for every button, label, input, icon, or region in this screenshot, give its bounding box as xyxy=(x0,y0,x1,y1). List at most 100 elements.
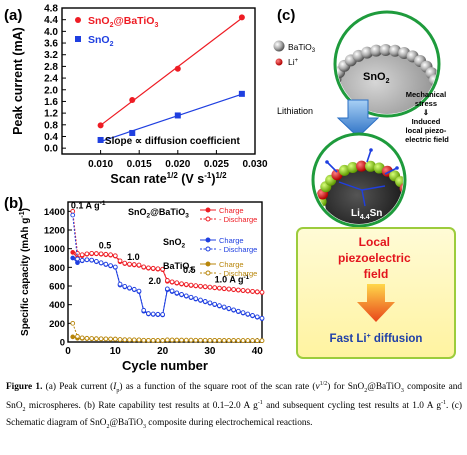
data-point xyxy=(254,289,260,295)
data-point xyxy=(254,338,260,343)
data-point xyxy=(259,315,265,321)
x-tick-label: 0.020 xyxy=(165,159,190,170)
data-point xyxy=(174,337,180,343)
data-point xyxy=(245,288,251,294)
data-point xyxy=(238,90,245,97)
panel-b-label: (b) xyxy=(4,195,23,212)
data-point xyxy=(245,338,251,343)
data-point xyxy=(117,258,123,264)
y-tick-label: 0.8 xyxy=(44,120,58,131)
legend-item-label: Charge xyxy=(219,206,244,215)
x-tick-label: 0.010 xyxy=(88,159,113,170)
chart-panel-b: (b) 0 200 400 600 800 1000 1200 1400 0 10 20 30 40 Spe… xyxy=(4,195,265,373)
data-point xyxy=(141,307,147,313)
data-point xyxy=(174,280,180,286)
data-point xyxy=(70,250,76,255)
li-legend-label: Li+ xyxy=(288,57,299,67)
data-point xyxy=(160,338,165,343)
data-point xyxy=(183,293,189,299)
data-point xyxy=(174,112,181,119)
data-point xyxy=(94,259,99,264)
data-point xyxy=(155,311,161,317)
data-point xyxy=(146,265,151,271)
legend-group-label: BaTiO3 xyxy=(163,261,193,274)
data-point xyxy=(108,252,113,258)
data-point xyxy=(70,255,76,261)
data-point xyxy=(207,337,213,343)
x-tick-label: 20 xyxy=(157,346,169,357)
y-tick-label: 400 xyxy=(49,300,65,311)
li-legend-icon xyxy=(275,58,283,66)
x-tick-label: 0.030 xyxy=(242,159,267,170)
data-point xyxy=(89,336,95,341)
y-tick-label: 1.6 xyxy=(44,97,58,108)
rate-label: 1.0 xyxy=(127,252,140,262)
legend-marker xyxy=(75,36,81,42)
data-point xyxy=(202,337,208,343)
sno2-core-label: SnO2 xyxy=(363,71,390,85)
data-point xyxy=(217,337,222,343)
x-tick-label: 0.015 xyxy=(127,159,152,170)
figure-caption: Figure 1. (a) Peak current (Ip) as a fun… xyxy=(6,381,463,430)
y-tick-label: 0.0 xyxy=(44,144,58,155)
data-point xyxy=(235,287,241,293)
data-point xyxy=(129,129,136,136)
data-point xyxy=(250,338,255,343)
data-point xyxy=(103,251,109,257)
rate-label: 0.1 A g-1 xyxy=(71,200,106,211)
data-point xyxy=(183,337,189,343)
strained-particle xyxy=(356,160,368,172)
y-tick-label: 200 xyxy=(49,319,65,330)
data-point xyxy=(160,312,165,317)
data-point xyxy=(231,307,236,313)
data-point xyxy=(250,313,255,318)
data-point xyxy=(188,282,194,288)
legend-marker xyxy=(205,261,211,267)
data-point xyxy=(108,263,113,268)
data-point xyxy=(198,337,203,343)
data-point xyxy=(240,310,246,315)
data-point xyxy=(231,287,236,292)
rate-label: 1.0 A g-1 xyxy=(215,274,250,285)
data-point xyxy=(131,262,137,267)
result-arrow-icon xyxy=(357,284,395,322)
legend-marker xyxy=(205,207,211,213)
data-point xyxy=(221,338,227,343)
data-point xyxy=(75,256,80,262)
data-point xyxy=(127,337,132,343)
x-tick-label: 10 xyxy=(110,346,122,357)
legend-item-label: - Discharge xyxy=(219,245,257,254)
data-point xyxy=(108,336,113,342)
legend-label: SnO2@BaTiO3 xyxy=(88,15,158,29)
y-tick-label: 1200 xyxy=(44,226,65,237)
data-point xyxy=(70,320,76,326)
x-axis-label: Cycle number xyxy=(122,358,208,373)
data-point xyxy=(146,337,151,343)
data-point xyxy=(122,260,128,266)
data-point xyxy=(94,336,99,341)
plot-frame xyxy=(67,201,263,343)
data-point xyxy=(98,260,104,266)
data-point xyxy=(193,283,199,288)
data-point xyxy=(75,260,80,266)
data-point xyxy=(79,252,85,258)
batio3-legend-icon xyxy=(273,40,285,52)
legend-marker xyxy=(205,270,211,276)
box-title: Local piezoelectric field xyxy=(338,235,414,281)
field-arrow-head-1 xyxy=(325,160,329,164)
legend-item-label: - Discharge xyxy=(219,269,257,278)
y-tick-label: 4.4 xyxy=(44,15,58,26)
y-tick-label: 1400 xyxy=(44,207,65,218)
data-point xyxy=(198,297,203,303)
data-point xyxy=(112,336,118,342)
data-point xyxy=(207,284,213,290)
data-point xyxy=(98,336,104,342)
y-tick-label: 1.2 xyxy=(44,109,58,120)
batio3-particle xyxy=(361,46,374,59)
data-point xyxy=(179,337,184,343)
y-tick-label: 2.4 xyxy=(44,74,58,85)
strained-particle xyxy=(338,164,350,176)
legend-marker xyxy=(205,216,211,222)
data-point xyxy=(245,311,251,317)
